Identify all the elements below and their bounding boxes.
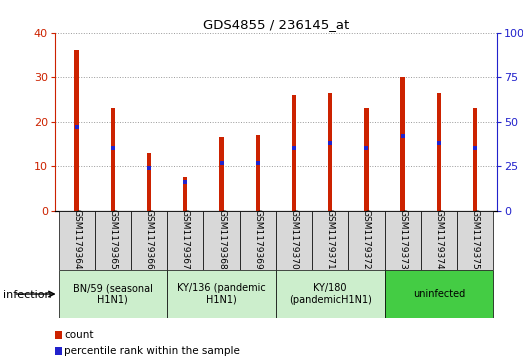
Bar <box>328 93 333 211</box>
Bar <box>364 108 369 211</box>
Point <box>471 145 479 151</box>
Bar <box>167 270 276 318</box>
Bar <box>384 270 493 318</box>
Bar <box>59 270 167 318</box>
Text: GSM1179375: GSM1179375 <box>471 209 480 270</box>
Bar <box>421 211 457 270</box>
Bar <box>473 108 477 211</box>
Text: percentile rank within the sample: percentile rank within the sample <box>64 346 240 356</box>
Text: GSM1179367: GSM1179367 <box>181 209 190 270</box>
Point <box>254 160 262 166</box>
Point <box>181 179 189 185</box>
Text: GSM1179364: GSM1179364 <box>72 209 81 270</box>
Text: GSM1179373: GSM1179373 <box>398 209 407 270</box>
Text: GSM1179372: GSM1179372 <box>362 209 371 270</box>
Bar <box>276 211 312 270</box>
Bar <box>348 211 384 270</box>
Point <box>399 133 407 139</box>
Bar <box>203 211 240 270</box>
Bar <box>147 153 151 211</box>
Bar <box>167 211 203 270</box>
Text: BN/59 (seasonal
H1N1): BN/59 (seasonal H1N1) <box>73 283 153 305</box>
Text: KY/180
(pandemicH1N1): KY/180 (pandemicH1N1) <box>289 283 372 305</box>
Text: infection: infection <box>3 290 51 300</box>
Point <box>362 145 371 151</box>
Text: uninfected: uninfected <box>413 289 465 299</box>
Point <box>435 140 443 146</box>
Text: GSM1179368: GSM1179368 <box>217 209 226 270</box>
Bar <box>95 211 131 270</box>
Bar <box>111 108 115 211</box>
Bar <box>312 211 348 270</box>
Text: GSM1179370: GSM1179370 <box>290 209 299 270</box>
Bar <box>59 211 95 270</box>
Text: GSM1179366: GSM1179366 <box>144 209 154 270</box>
Point <box>218 160 226 166</box>
Text: GSM1179371: GSM1179371 <box>326 209 335 270</box>
Point <box>73 124 81 130</box>
Bar <box>457 211 493 270</box>
Bar <box>256 135 260 211</box>
Bar <box>292 95 296 211</box>
Bar <box>437 93 441 211</box>
Bar <box>219 137 224 211</box>
Bar <box>131 211 167 270</box>
Bar <box>183 177 187 211</box>
Title: GDS4855 / 236145_at: GDS4855 / 236145_at <box>203 19 349 32</box>
Bar <box>240 211 276 270</box>
Text: KY/136 (pandemic
H1N1): KY/136 (pandemic H1N1) <box>177 283 266 305</box>
Text: GSM1179374: GSM1179374 <box>435 209 444 270</box>
Bar <box>74 50 79 211</box>
Bar <box>384 211 421 270</box>
Text: GSM1179369: GSM1179369 <box>253 209 262 270</box>
Point <box>326 140 334 146</box>
Bar <box>401 77 405 211</box>
Point <box>290 145 298 151</box>
Bar <box>276 270 384 318</box>
Text: count: count <box>64 330 94 340</box>
Point <box>145 165 153 171</box>
Point <box>109 145 117 151</box>
Text: GSM1179365: GSM1179365 <box>108 209 117 270</box>
